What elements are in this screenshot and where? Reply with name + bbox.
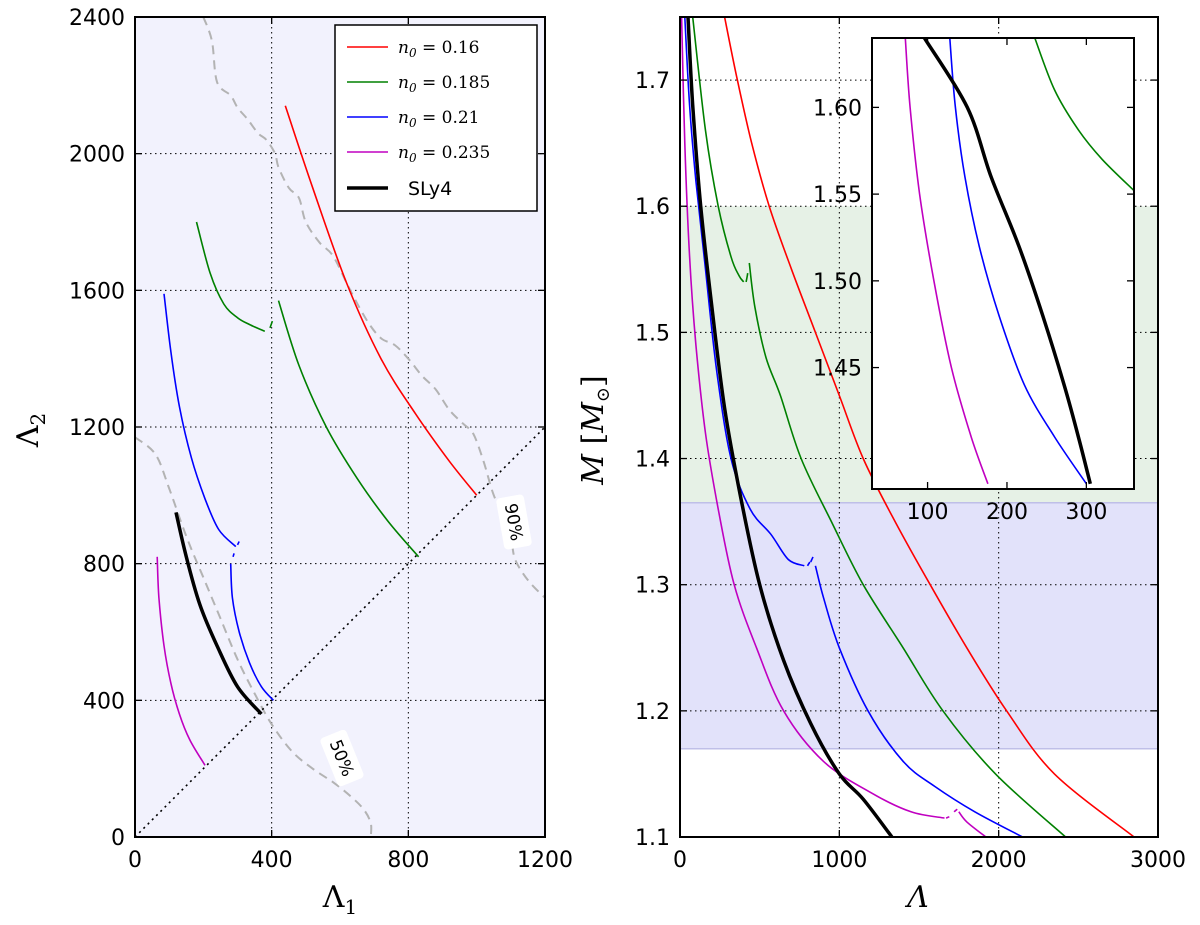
right-y-label: M [M⊙] — [576, 375, 614, 486]
inset-background — [872, 38, 1134, 489]
left-x-tick-label: 1200 — [517, 848, 573, 873]
right-series-n0235-segment-2 — [953, 808, 958, 813]
legend-label-n0185: n0 = 0.185 — [398, 73, 490, 95]
right-x-tick-label: 0 — [673, 848, 687, 873]
right-series-n021-segment-0 — [684, 17, 805, 567]
left-series-n0185-segment-2 — [277, 300, 420, 558]
left-x-tick-label: 0 — [128, 848, 142, 873]
diagonal-line — [135, 426, 545, 837]
right-y-tick-label: 1.6 — [635, 195, 670, 220]
blue-mass-band — [680, 502, 1158, 749]
inset-ticks: 100 200 300 1.45 1.50 1.55 1.60 — [813, 38, 1134, 525]
right-panel: 0 1000 2000 3000 1.1 1.2 1.3 1.4 1.5 1.6 1.7 Λ M [… — [576, 16, 1186, 915]
right-series-n0185-segment-2 — [748, 262, 1067, 837]
left-y-label: Λ2 — [11, 413, 50, 448]
left-series-n016-segment-0 — [284, 105, 478, 496]
inset-y-tick-label: 1.55 — [813, 183, 862, 208]
legend-label-sly4: SLy4 — [408, 178, 452, 200]
left-ticks: 0 400 800 1200 0 400 800 1200 1600 2000 2400 — [69, 6, 573, 873]
right-axes-frame — [679, 16, 1159, 838]
right-y-tick-label: 1.5 — [635, 321, 670, 346]
right-series-n0235-segment-3 — [958, 811, 987, 837]
right-series-n021-segment-1 — [806, 561, 811, 567]
inset-y-tick-label: 1.50 — [813, 270, 862, 295]
inset-series — [904, 38, 1134, 485]
right-y-tick-label: 1.2 — [635, 700, 670, 725]
right-series-n021-segment-2 — [809, 556, 814, 563]
right-x-tick-label: 2000 — [971, 848, 1027, 873]
left-y-tick-label: 2400 — [69, 6, 125, 31]
legend-label-n016: n0 = 0.16 — [398, 38, 480, 60]
right-ticks: 0 1000 2000 3000 1.1 1.2 1.3 1.4 1.5 1.6 1.7 — [635, 17, 1186, 873]
right-series-n021-segment-3 — [814, 565, 1023, 837]
right-y-tick-label: 1.1 — [635, 826, 670, 851]
left-y-tick-label: 0 — [111, 826, 125, 851]
inset-series-n0235-segment-0 — [904, 38, 989, 485]
left-y-tick-label: 400 — [83, 689, 125, 714]
right-series-n0235-segment-1 — [945, 816, 950, 819]
right-y-tick-label: 1.7 — [635, 69, 670, 94]
inset-y-tick-label: 1.60 — [813, 96, 862, 121]
inset-series-n0185-segment-0 — [1034, 38, 1134, 192]
left-series-sly4-segment-0 — [174, 512, 263, 716]
right-series-sly4-segment-0 — [686, 17, 894, 837]
right-y-tick-label: 1.3 — [635, 574, 670, 599]
legend-box — [334, 24, 538, 212]
inset-x-tick-label: 200 — [986, 500, 1028, 525]
left-x-tick-label: 800 — [387, 848, 429, 873]
inset-x-tick-label: 100 — [907, 500, 949, 525]
right-series — [680, 17, 1135, 837]
legend: n0 = 0.16 n0 = 0.185 n0 = 0.21 n0 = 0.23… — [334, 24, 538, 212]
right-x-tick-label: 3000 — [1130, 848, 1186, 873]
left-series-n0185-segment-0 — [195, 221, 266, 333]
right-series-n0235-segment-0 — [680, 17, 945, 819]
inset-series-sly4-segment-0 — [922, 38, 1092, 485]
left-series-n021-segment-2 — [232, 553, 235, 557]
right-series-n016-segment-0 — [723, 17, 1135, 837]
contour-90-label: 90% — [496, 494, 532, 550]
legend-label-n021: n0 = 0.21 — [398, 108, 480, 130]
inset-series-n021-segment-0 — [949, 38, 1088, 485]
left-y-tick-label: 2000 — [69, 143, 125, 168]
left-series — [156, 105, 478, 766]
left-series-n021-segment-1 — [236, 541, 240, 546]
inset-x-tick-label: 300 — [1065, 500, 1107, 525]
left-series-n021-segment-3 — [229, 563, 274, 701]
right-series-n0185-segment-0 — [691, 17, 745, 283]
left-series-n0235-segment-0 — [156, 556, 206, 766]
right-x-tick-label: 1000 — [811, 848, 867, 873]
right-y-tick-label: 1.4 — [635, 448, 670, 473]
left-y-tick-label: 800 — [83, 553, 125, 578]
left-series-n0185-segment-1 — [269, 320, 274, 329]
inset-panel: 100 200 300 1.45 1.50 1.55 1.60 — [813, 37, 1135, 525]
right-series-n0185-segment-1 — [745, 272, 749, 283]
left-panel: 50% 90% 0 400 800 1200040080012001600200024… — [11, 6, 573, 919]
left-series-n021-segment-0 — [163, 293, 237, 548]
left-x-tick-label: 400 — [251, 848, 293, 873]
right-x-label: Λ — [904, 880, 929, 915]
left-y-tick-label: 1600 — [69, 279, 125, 304]
left-y-tick-label: 1200 — [69, 416, 125, 441]
inset-y-tick-label: 1.45 — [813, 357, 862, 382]
left-x-label: Λ1 — [322, 880, 357, 919]
inset-frame — [871, 37, 1135, 490]
legend-label-n0235: n0 = 0.235 — [398, 143, 490, 165]
